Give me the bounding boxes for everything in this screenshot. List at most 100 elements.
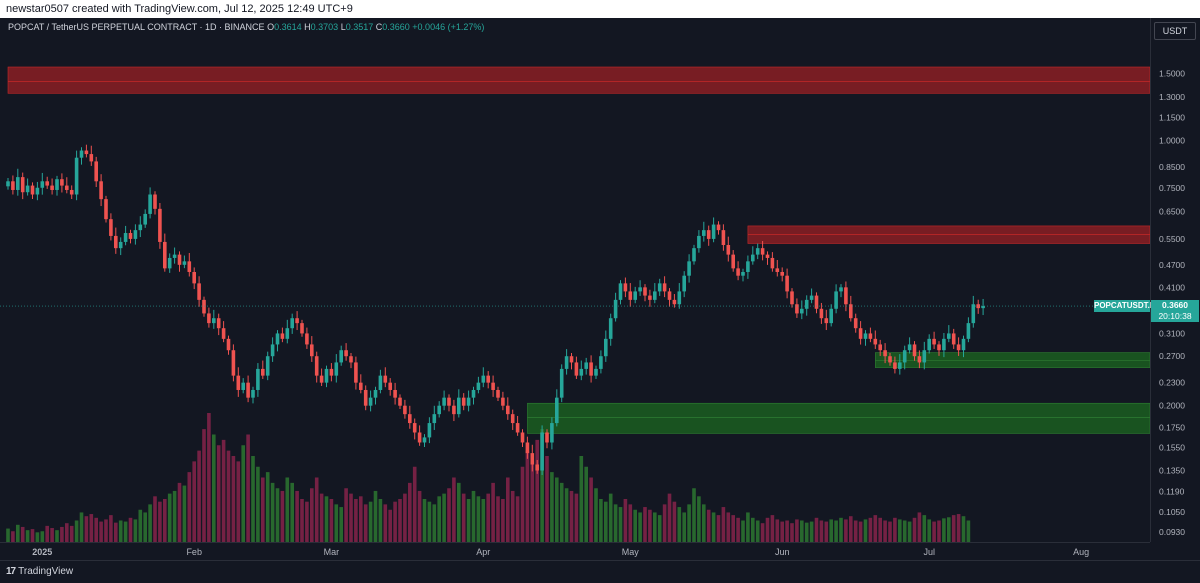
volume-bar — [584, 466, 588, 542]
candle-body — [324, 368, 329, 383]
candle-body — [109, 219, 113, 236]
candle-body — [167, 257, 172, 269]
candle-body — [471, 389, 476, 398]
volume-bar — [956, 514, 961, 542]
candle-body — [182, 261, 187, 265]
candle-body — [682, 275, 686, 292]
volume-bar — [236, 461, 241, 542]
candle-body — [261, 368, 265, 376]
candle-body — [849, 304, 853, 319]
volume-layer — [6, 413, 971, 542]
candle-body — [726, 245, 731, 255]
candle-body — [633, 291, 637, 300]
volume-bar — [452, 477, 456, 542]
candle-body — [515, 423, 520, 433]
volume-bar — [363, 504, 368, 542]
volume-bar — [672, 501, 677, 542]
chart-canvas[interactable] — [0, 18, 1150, 542]
time-tick-label: Jun — [775, 547, 790, 557]
volume-bar — [741, 520, 745, 542]
candle-body — [30, 185, 35, 195]
volume-bar — [123, 521, 128, 542]
candle-body — [765, 254, 770, 258]
volume-bar — [128, 517, 133, 542]
price-tick-label: 0.0930 — [1159, 527, 1185, 537]
volume-bar — [604, 501, 608, 542]
volume-bar — [432, 504, 437, 542]
time-axis[interactable]: 2025FebMarAprMayJunJulAugSepOct — [0, 542, 1150, 561]
volume-bar — [780, 521, 784, 542]
price-tick-label: 0.2300 — [1159, 378, 1185, 388]
volume-bar — [153, 496, 157, 542]
candle-body — [780, 271, 784, 276]
volume-bar — [623, 499, 628, 542]
volume-bar — [403, 493, 407, 542]
volume-bar — [677, 507, 682, 542]
price-tick-label: 0.1350 — [1159, 466, 1185, 476]
candle-body — [398, 397, 402, 406]
candle-body — [275, 333, 280, 345]
candle-body — [177, 254, 182, 265]
volume-bar — [408, 482, 412, 542]
candle-body — [143, 213, 147, 225]
volume-bar — [417, 490, 422, 542]
volume-bar — [613, 504, 618, 542]
brand-name: TradingView — [18, 566, 74, 577]
symbol-info: POPCAT / TetherUS PERPETUAL CONTRACT · 1… — [8, 22, 484, 32]
candle-body — [393, 389, 397, 398]
volume-bar — [804, 522, 809, 542]
candle-body — [716, 224, 721, 231]
candle-body — [809, 295, 814, 300]
volume-bar — [491, 482, 495, 542]
volume-bar — [849, 516, 853, 542]
time-tick-label: Apr — [476, 547, 490, 557]
candle-body — [476, 382, 481, 390]
currency-selector[interactable]: USDT — [1154, 22, 1196, 40]
volume-bar — [853, 520, 858, 542]
close-label: C — [375, 22, 383, 32]
volume-bar — [359, 496, 363, 542]
candle-body — [555, 397, 559, 424]
candle-body — [755, 248, 760, 255]
candle-body — [599, 356, 603, 369]
volume-bar — [202, 429, 206, 542]
price-tick-label: 0.1050 — [1159, 507, 1185, 517]
volume-bar — [657, 515, 662, 542]
candle-body — [643, 287, 647, 296]
volume-bar — [69, 525, 74, 542]
volume-bar — [216, 445, 221, 542]
volume-bar — [163, 499, 167, 542]
volume-bar — [192, 461, 196, 542]
candle-body — [422, 437, 427, 443]
volume-bar — [241, 445, 245, 542]
candle-body — [790, 291, 794, 305]
volume-bar — [177, 482, 182, 542]
volume-bar — [564, 488, 569, 542]
price-axis[interactable]: 1.5000 1.3000 1.1500 1.0000 0.8500 0.7500 0.65… — [1150, 18, 1200, 542]
candle-body — [618, 283, 623, 300]
candle-body — [731, 254, 735, 269]
volume-bar — [765, 517, 770, 542]
volume-bar — [878, 517, 882, 542]
candle-body — [564, 356, 569, 369]
candle-body — [741, 271, 745, 276]
volume-bar — [721, 507, 726, 542]
candle-body — [368, 397, 373, 406]
volume-bar — [506, 477, 510, 542]
candle-body — [697, 235, 701, 249]
volume-bar — [16, 524, 20, 542]
volume-bar — [540, 429, 544, 542]
candle-body — [751, 254, 755, 262]
candle-body — [491, 382, 495, 390]
volume-bar — [510, 490, 515, 542]
volume-bar — [476, 496, 481, 542]
candle-body — [981, 306, 985, 309]
volume-bar — [814, 517, 819, 542]
candle-body — [902, 350, 907, 363]
volume-bar — [422, 499, 427, 542]
candle-body — [496, 389, 500, 398]
candle-body — [510, 414, 515, 424]
volume-bar — [844, 519, 848, 542]
candle-body — [212, 318, 216, 324]
candle-body — [662, 283, 667, 292]
